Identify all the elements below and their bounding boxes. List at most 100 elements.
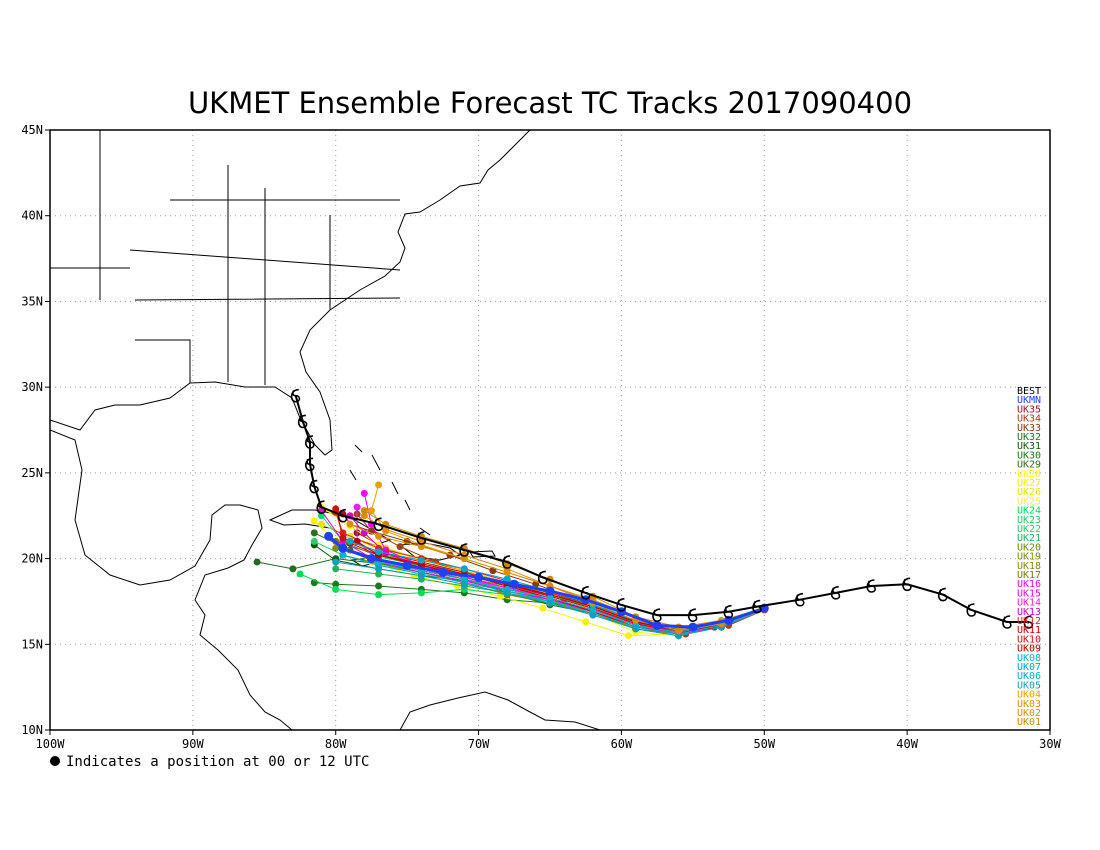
track-point	[317, 520, 325, 528]
track-point	[360, 507, 368, 515]
hurricane-symbol-icon	[1023, 615, 1034, 629]
hurricane-symbol-icon	[795, 592, 805, 607]
hurricane-symbol-icon	[580, 586, 591, 600]
legend-item: UK12	[1017, 616, 1041, 627]
y-tick-label: 10N	[21, 723, 43, 737]
hurricane-symbol-icon	[902, 577, 912, 592]
position-marker-icon	[50, 756, 60, 766]
track-ukmn	[324, 531, 769, 632]
legend-item: UK18	[1017, 561, 1041, 572]
legend-item: UK24	[1017, 506, 1041, 517]
legend-item: UK10	[1017, 634, 1041, 645]
track-uk05	[332, 558, 768, 640]
track-uk07	[346, 537, 768, 633]
track-point	[366, 554, 376, 564]
track-point	[546, 594, 554, 602]
track-point	[417, 556, 425, 564]
x-tick-label: 70W	[468, 737, 490, 751]
y-tick-label: 35N	[21, 294, 43, 308]
legend-item: UK20	[1017, 542, 1041, 553]
coastline-map	[50, 130, 601, 730]
track-point	[332, 505, 340, 513]
track-point	[582, 618, 590, 626]
legend-item: UK02	[1017, 708, 1041, 719]
track-point	[375, 591, 383, 599]
hurricane-symbol-icon	[305, 457, 315, 472]
track-point	[339, 534, 347, 542]
legend-item: UK26	[1017, 487, 1041, 498]
south-america-coast	[399, 691, 601, 730]
hurricane-symbol-icon	[537, 570, 548, 585]
legend-item: UK32	[1017, 432, 1041, 443]
hurricane-symbol-icon	[337, 508, 348, 523]
x-tick-label: 100W	[36, 737, 66, 751]
hurricane-symbol-icon	[305, 435, 315, 449]
legend-item: UKMN	[1017, 395, 1041, 406]
track-point	[332, 544, 340, 552]
track-point	[539, 604, 547, 612]
track-point	[375, 532, 383, 540]
hurricane-symbol-icon	[616, 598, 626, 612]
track-uk09	[353, 537, 768, 635]
y-tick-label: 30N	[21, 380, 43, 394]
track-point	[438, 567, 448, 577]
hurricane-symbol-icon	[290, 388, 301, 403]
track-point	[375, 481, 383, 489]
legend-item: UK25	[1017, 496, 1041, 507]
track-point	[625, 632, 633, 640]
position-note: Indicates a position at 00 or 12 UTC	[66, 754, 369, 770]
track-point	[339, 551, 347, 559]
cuba-island	[268, 509, 392, 546]
hurricane-symbol-icon	[866, 579, 876, 593]
track-point	[332, 585, 340, 593]
x-tick-label: 60W	[611, 737, 633, 751]
track-point	[589, 611, 597, 619]
track-uk18	[339, 534, 768, 635]
ensemble-tracks	[253, 481, 769, 640]
track-point	[332, 558, 340, 566]
state-borders	[50, 130, 401, 385]
hurricane-symbol-icon	[830, 586, 841, 600]
track-point	[460, 565, 468, 573]
y-tick-label: 45N	[21, 123, 43, 137]
x-tick-label: 90W	[182, 737, 204, 751]
legend-item: UK22	[1017, 524, 1041, 535]
track-point	[353, 503, 361, 511]
hurricane-symbol-icon	[309, 479, 319, 494]
track-point	[545, 586, 555, 596]
y-tick-label: 40N	[21, 209, 43, 223]
legend-item: UK15	[1017, 588, 1041, 599]
legend: BESTUKMNUK35UK34UK33UK32UK31UK30UK29UK28…	[1017, 386, 1041, 728]
x-tick-label: 40W	[896, 737, 918, 751]
best-track	[290, 388, 1034, 629]
track-point	[289, 565, 297, 573]
north-america-coast	[50, 130, 531, 456]
legend-item: UK03	[1017, 699, 1041, 710]
bahamas-islands	[349, 444, 431, 536]
track-point	[296, 570, 304, 578]
track-point	[460, 551, 468, 559]
track-point	[310, 529, 318, 537]
track-point	[460, 580, 468, 588]
track-point	[332, 565, 340, 573]
track-point	[338, 543, 348, 553]
y-tick-label: 25N	[21, 466, 43, 480]
legend-item: UK04	[1017, 690, 1041, 701]
track-point	[503, 589, 511, 597]
legend-item: UK07	[1017, 662, 1041, 673]
x-tick-label: 30W	[1039, 737, 1061, 751]
track-point	[489, 567, 497, 575]
hurricane-symbol-icon	[723, 604, 734, 619]
legend-item: UK17	[1017, 570, 1041, 581]
track-point	[589, 606, 597, 614]
legend-item: UK14	[1017, 598, 1041, 609]
hurricane-symbol-icon	[687, 608, 698, 622]
track-point	[509, 579, 519, 589]
track-point	[360, 489, 368, 497]
legend-item: UK16	[1017, 579, 1041, 590]
legend-item: UK23	[1017, 515, 1041, 526]
y-tick-label: 20N	[21, 552, 43, 566]
hurricane-symbol-icon	[652, 608, 662, 622]
legend-item: UK01	[1017, 717, 1041, 728]
